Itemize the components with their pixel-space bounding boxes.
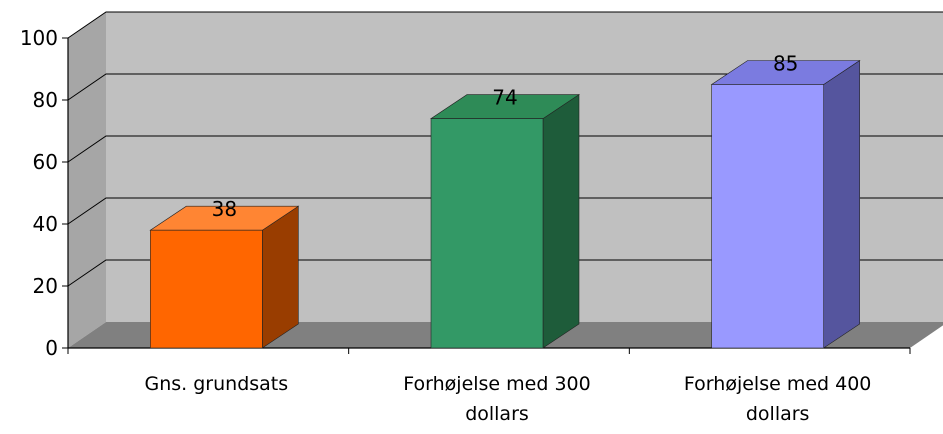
y-tick-label: 40: [33, 212, 58, 236]
side-wall: [68, 12, 106, 348]
bar-side: [262, 205, 299, 349]
gridline: [67, 259, 943, 287]
data-label: 38: [212, 197, 237, 221]
bar: [430, 118, 544, 349]
bar-side: [823, 59, 860, 349]
bar: [711, 84, 824, 349]
y-tick-label: 80: [33, 88, 58, 112]
gridline: [67, 11, 943, 39]
data-label: 74: [492, 86, 517, 110]
gridline: [67, 73, 943, 101]
bar-side: [542, 94, 580, 349]
gridline: [67, 197, 943, 225]
bar: [150, 229, 263, 349]
x-tick-label: Gns. grundsats: [145, 373, 289, 395]
data-label: 85: [773, 52, 798, 76]
y-tick-label: 60: [33, 150, 58, 174]
y-tick-label: 100: [20, 26, 58, 50]
x-tick-label: Forhøjelse med 400 dollars: [684, 373, 871, 425]
y-tick-label: 20: [33, 274, 58, 298]
x-tick-label: Forhøjelse med 300 dollars: [403, 373, 590, 425]
gridline: [67, 135, 943, 163]
y-tick-label: 0: [45, 336, 58, 360]
